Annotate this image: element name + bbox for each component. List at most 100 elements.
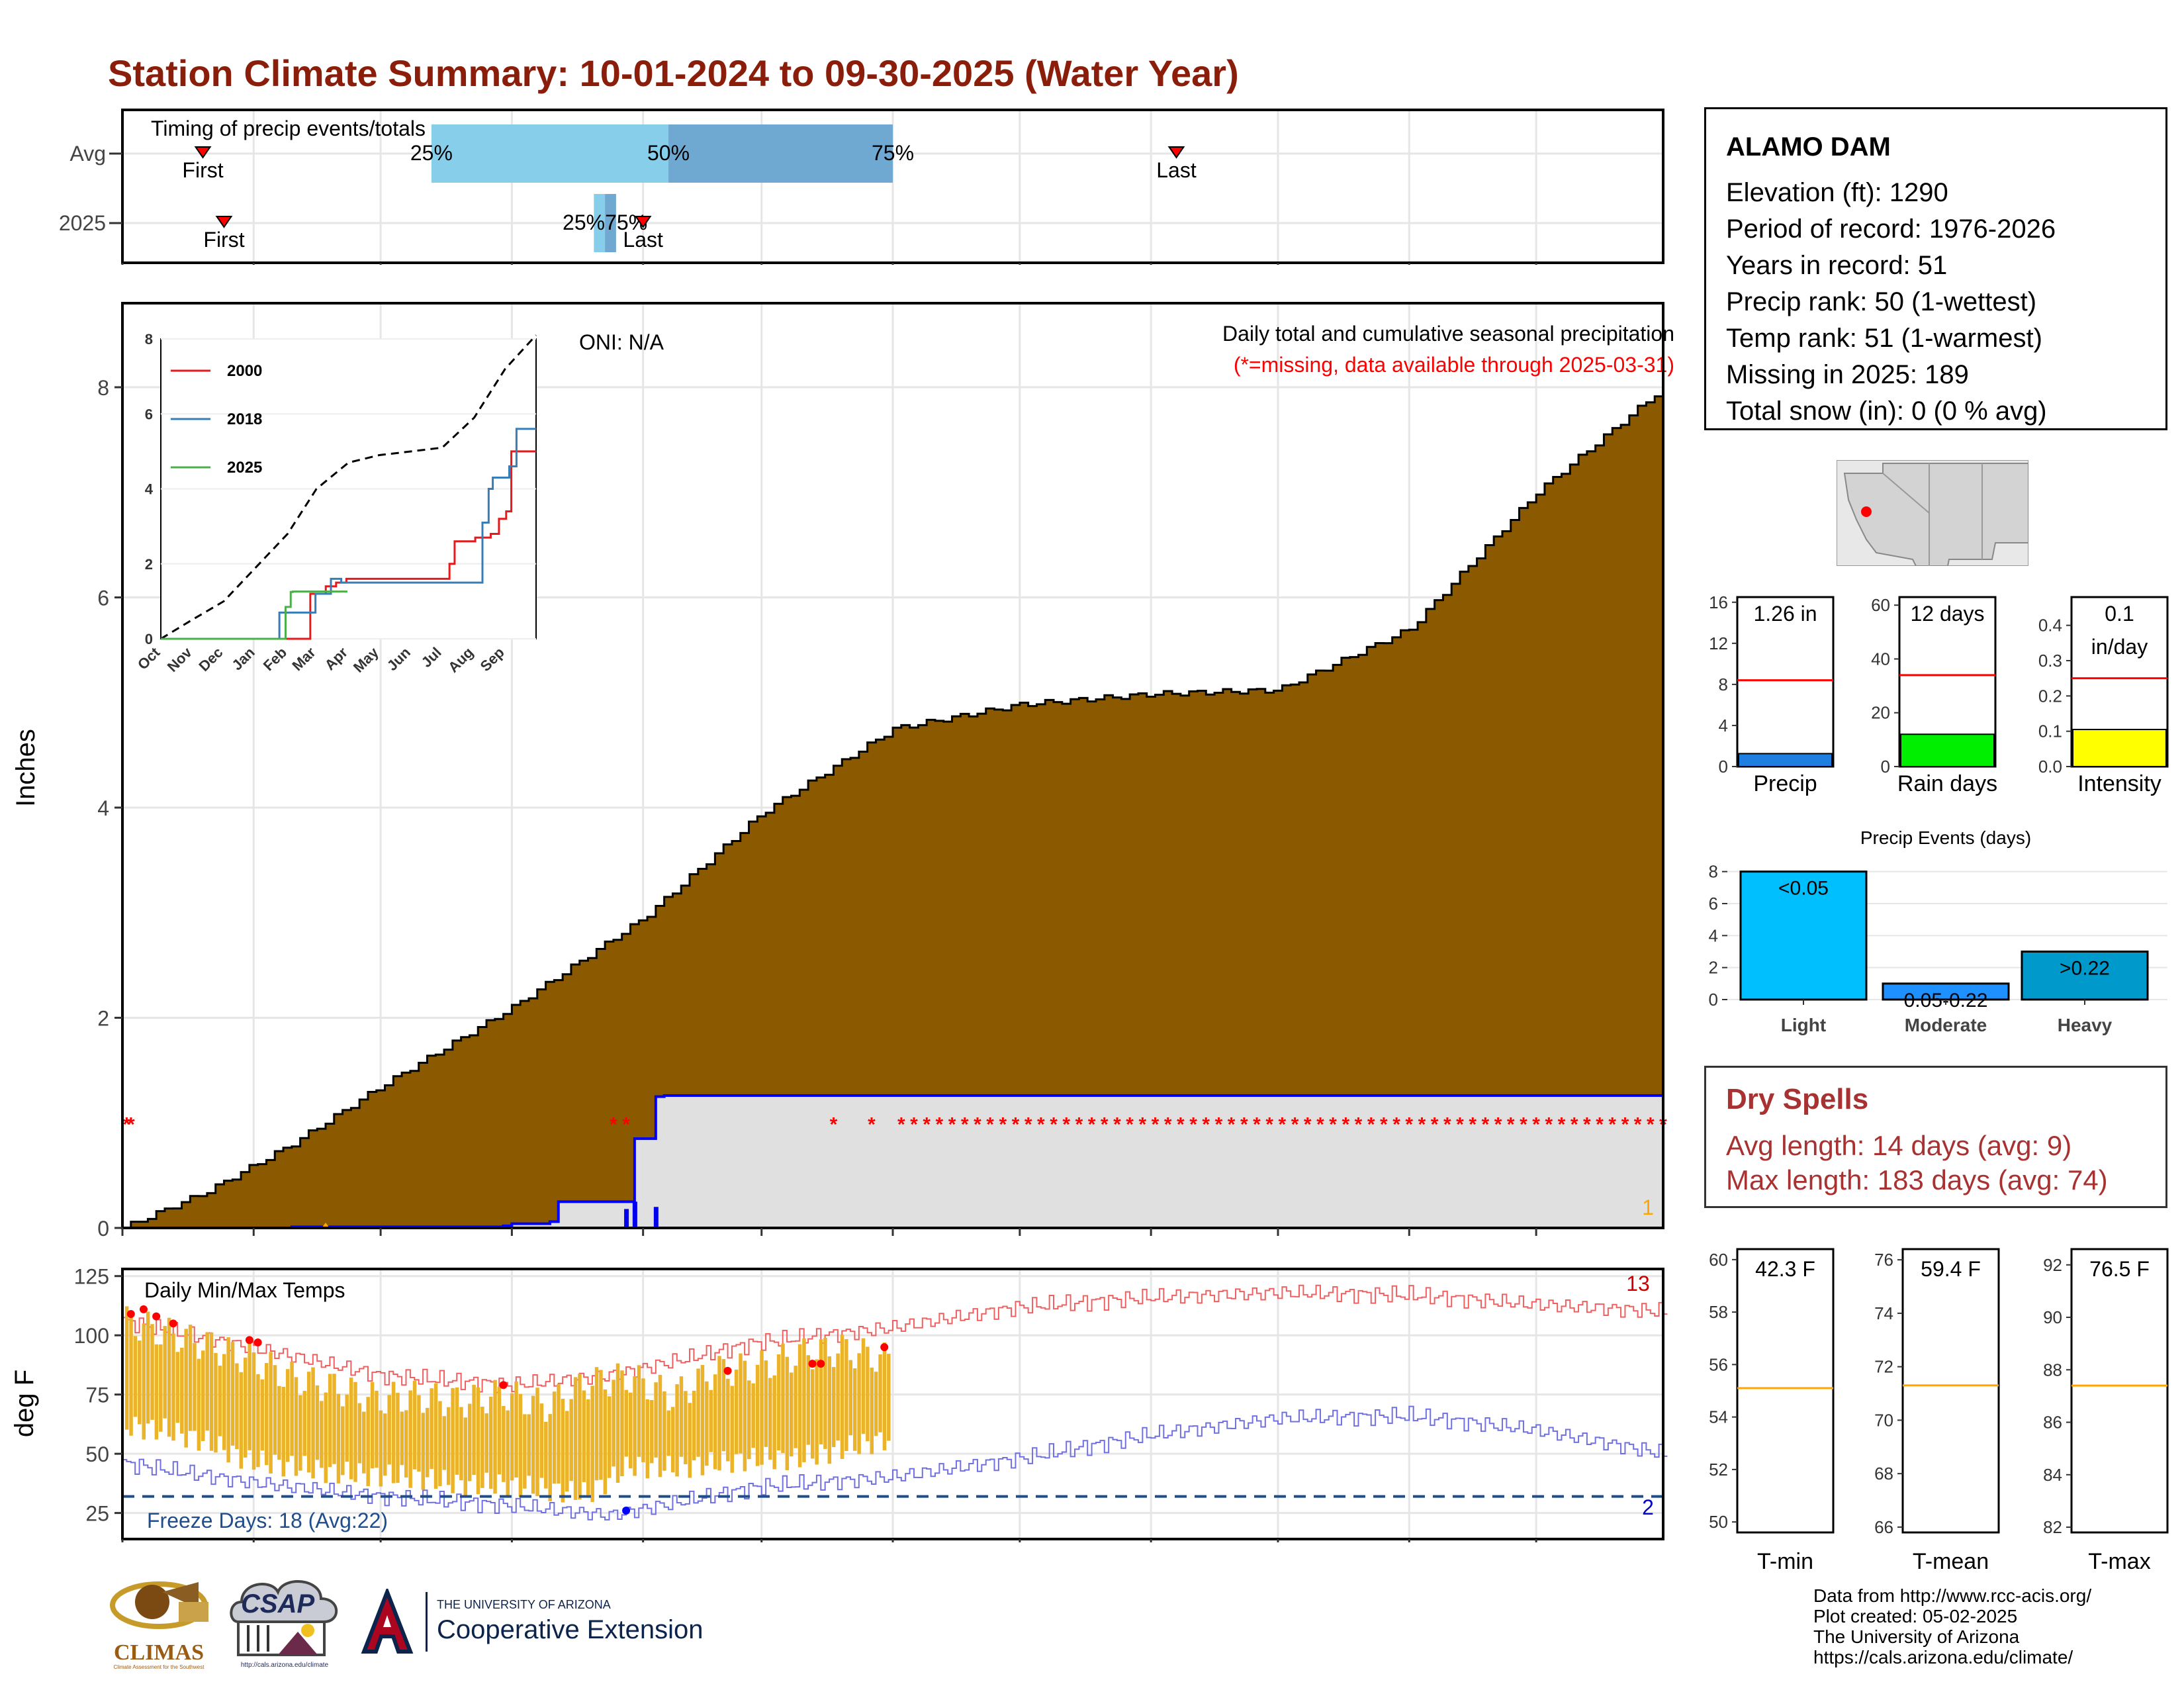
daily-temp-bar <box>302 1391 307 1456</box>
missing-marker: * <box>1088 1113 1096 1135</box>
temp-summary-frame <box>1736 1248 1835 1534</box>
pct-label: 75% <box>872 141 914 165</box>
missing-marker: * <box>1012 1113 1020 1135</box>
daily-temp-bar <box>480 1407 484 1488</box>
mini-bar-ytick: 0.2 <box>2038 686 2062 706</box>
daily-temp-bar <box>425 1407 430 1477</box>
daily-temp-bar <box>666 1410 671 1456</box>
daily-temp-bar <box>861 1338 866 1434</box>
missing-marker: * <box>1583 1113 1591 1135</box>
page-title: Station Climate Summary: 10-01-2024 to 0… <box>108 52 1239 94</box>
daily-temp-bar <box>345 1394 349 1462</box>
timing-panel-title: Timing of precip events/totals <box>151 117 426 140</box>
daily-temp-bar <box>235 1363 239 1450</box>
daily-temp-bar <box>607 1396 612 1478</box>
daily-temp-bar <box>565 1411 569 1492</box>
missing-marker: * <box>1456 1113 1464 1135</box>
daily-temp-bar <box>743 1360 747 1472</box>
missing-marker: * <box>1608 1113 1616 1135</box>
daily-temp-bar <box>298 1395 302 1471</box>
daily-temp-bar <box>146 1311 150 1424</box>
record-min-line <box>122 1405 1668 1521</box>
daily-temp-bar <box>705 1381 709 1466</box>
daily-temp-bar <box>649 1399 654 1464</box>
avg-first-marker <box>194 146 212 159</box>
daily-temp-bar <box>222 1354 226 1450</box>
daily-temp-bar <box>142 1323 146 1440</box>
missing-marker: * <box>1050 1113 1058 1135</box>
timing-panel: 25% 50% 75% 25%75% First Last First Last Timing … <box>59 109 1664 265</box>
daily-temp-bar <box>797 1344 802 1468</box>
daily-temp-bar <box>387 1395 391 1465</box>
location-map <box>1837 460 2028 566</box>
missing-marker: * <box>1101 1113 1109 1135</box>
daily-temp-bar <box>180 1347 184 1434</box>
missing-marker: * <box>868 1113 876 1135</box>
daily-temp-bar <box>717 1356 721 1471</box>
missing-marker: * <box>1177 1113 1185 1135</box>
missing-marker: * <box>1113 1113 1121 1135</box>
daily-temp-bar <box>510 1393 514 1481</box>
missing-marker: * <box>1405 1113 1413 1135</box>
daily-temp-bar <box>539 1403 544 1478</box>
credit-line: The University of Arizona <box>1813 1626 2020 1647</box>
daily-temp-bar <box>552 1391 557 1484</box>
mini-bar-ytick: 16 <box>1709 592 1728 612</box>
missing-marker: * <box>986 1113 994 1135</box>
daily-temp-bar <box>721 1359 726 1452</box>
inset-legend-label: 2025 <box>227 459 262 477</box>
daily-temp-bar <box>866 1346 870 1442</box>
daily-temp-bar <box>726 1378 730 1462</box>
inset-ytick: 2 <box>145 556 153 573</box>
missing-marker: * <box>948 1113 956 1135</box>
daily-temp-bar <box>159 1344 163 1432</box>
credit-line: https://cals.arizona.edu/climate/ <box>1813 1647 2073 1667</box>
daily-temp-bar <box>438 1401 442 1486</box>
daily-temp-bar <box>739 1353 743 1454</box>
daily-temp-bar <box>836 1353 840 1441</box>
daily-temp-bar <box>493 1380 497 1494</box>
mini-bar-ytick: 40 <box>1871 649 1890 669</box>
climas-logo: CLIMAS Climate Assessment for the Southw… <box>99 1572 218 1671</box>
temp-summary-label: T-min <box>1757 1549 1813 1574</box>
y-tick-label: 2 <box>97 1007 109 1031</box>
missing-marker: * <box>961 1113 969 1135</box>
daily-temp-bar <box>375 1390 379 1468</box>
avg-q1-q2-bar <box>431 124 669 183</box>
missing-marker: * <box>1507 1113 1515 1135</box>
missing-marker: * <box>1024 1113 1032 1135</box>
temp-summary-ytick: 72 <box>1874 1357 1893 1377</box>
events-ytick: 4 <box>1709 925 1718 945</box>
temp-chart-title: Daily Min/Max Temps <box>144 1278 345 1302</box>
daily-temp-bar <box>184 1329 188 1448</box>
daily-temp-bar <box>794 1366 797 1448</box>
daily-temp-bar <box>353 1382 357 1482</box>
temp-summary-ytick: 74 <box>1874 1303 1893 1323</box>
events-bar-label: >0.22 <box>2060 958 2110 980</box>
daily-temp-bar <box>615 1363 620 1483</box>
daily-temp-bar <box>467 1403 472 1481</box>
daily-temp-bar <box>658 1374 662 1477</box>
daily-temp-bar <box>433 1383 438 1489</box>
mini-bar-ytick: 12 <box>1709 633 1728 653</box>
ua-logo-line1: THE UNIVERSITY OF ARIZONA <box>437 1598 611 1611</box>
daily-temp-bar <box>734 1369 739 1454</box>
station-line: Precip rank: 50 (1-wettest) <box>1726 287 2037 316</box>
daily-temp-bar <box>561 1399 565 1503</box>
record-low-marker <box>622 1507 631 1515</box>
missing-marker: * <box>1634 1113 1642 1135</box>
ua-cooperative-extension-logo: THE UNIVERSITY OF ARIZONA Cooperative Ex… <box>357 1589 728 1662</box>
mini-bar-label: Precip <box>1753 771 1817 796</box>
daily-temp-bar <box>802 1338 806 1462</box>
temp-summary-ytick: 66 <box>1874 1517 1893 1537</box>
daily-temp-bar <box>590 1385 594 1503</box>
daily-temp-bar <box>328 1374 332 1468</box>
missing-marker: * <box>1532 1113 1540 1135</box>
mini-bar-ytick: 4 <box>1719 716 1728 735</box>
mini-bar-ytick: 0 <box>1881 757 1890 776</box>
missing-marker: * <box>1291 1113 1299 1135</box>
missing-marker: * <box>1253 1113 1261 1135</box>
daily-temp-bar <box>514 1382 518 1477</box>
events-ytick: 0 <box>1709 990 1718 1009</box>
